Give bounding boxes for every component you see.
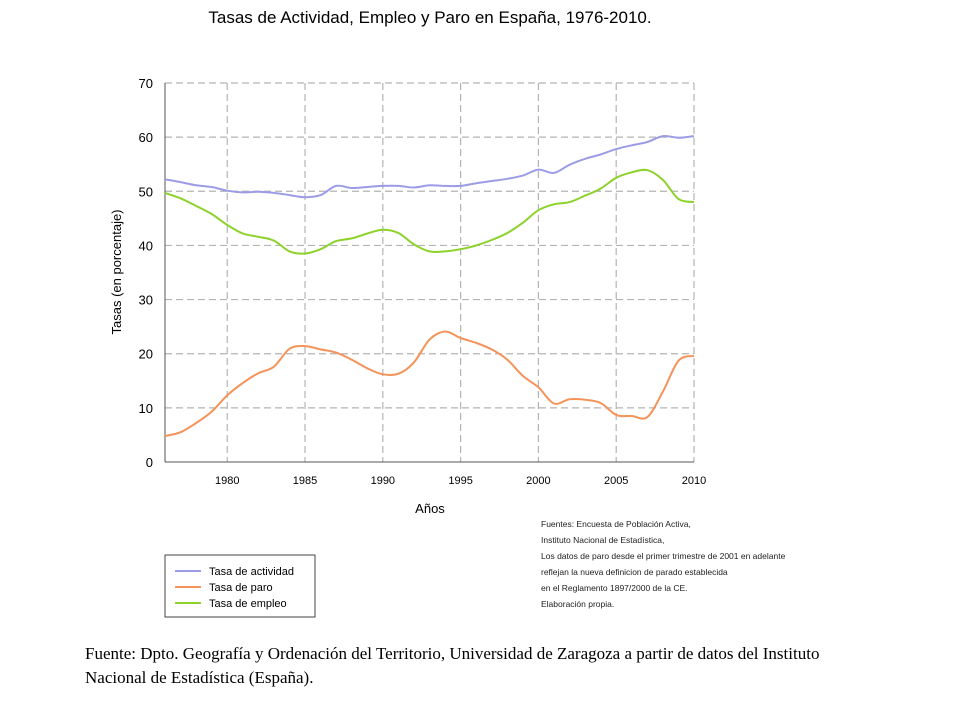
- y-tick-label: 60: [139, 130, 153, 145]
- source-caption: Fuente: Dpto. Geografía y Ordenación del…: [85, 644, 820, 687]
- legend: Tasa de actividad Tasa de paro Tasa de emp…: [164, 554, 316, 618]
- y-axis-label: Tasas (en porcentaje): [109, 209, 124, 334]
- legend-label: Tasa de empleo: [209, 598, 287, 610]
- y-tick-label: 70: [139, 76, 153, 91]
- y-tick-label: 50: [139, 184, 153, 199]
- note-line: Fuentes: Encuesta de Población Activa,: [541, 519, 691, 529]
- data-notes: Fuentes: Encuesta de Población Activa, I…: [541, 516, 841, 612]
- x-axis-label: Años: [415, 501, 445, 516]
- legend-label: Tasa de actividad: [209, 566, 294, 578]
- x-tick-label: 2005: [604, 475, 628, 487]
- x-tick-label: 2010: [682, 475, 706, 487]
- y-tick-label: 40: [139, 238, 153, 253]
- series-line-tasa-de-paro: [164, 330, 695, 437]
- axis-layer: 0 10 20 30 40 50 60 70 1980 1985 1990 1995 2000 2005 2…: [139, 76, 707, 487]
- series-layer: [164, 134, 695, 437]
- y-tick-label: 0: [146, 455, 153, 470]
- grid-layer: [165, 82, 695, 462]
- y-tick-label: 30: [139, 293, 153, 308]
- note-line: reflejan la nueva definicion de parado e…: [541, 567, 728, 577]
- note-line: en el Reglamento 1897/2000 de la CE.: [541, 583, 688, 593]
- x-tick-label: 1985: [293, 475, 317, 487]
- series-line-tasa-de-empleo: [164, 168, 695, 255]
- y-tick-label: 20: [139, 347, 153, 362]
- x-tick-label: 1990: [371, 475, 395, 487]
- x-tick-label: 1980: [215, 475, 239, 487]
- note-line: Los datos de paro desde el primer trimes…: [541, 551, 786, 561]
- note-line: Elaboración propia.: [541, 599, 615, 609]
- note-line: Instituto Nacional de Estadística,: [541, 535, 665, 545]
- legend-label: Tasa de paro: [209, 582, 273, 594]
- chart-title: Tasas de Actividad, Empleo y Paro en Esp…: [208, 8, 652, 27]
- y-tick-label: 10: [139, 401, 153, 416]
- x-tick-label: 1995: [448, 475, 472, 487]
- series-line-tasa-de-actividad: [164, 134, 695, 199]
- x-tick-label: 2000: [526, 475, 550, 487]
